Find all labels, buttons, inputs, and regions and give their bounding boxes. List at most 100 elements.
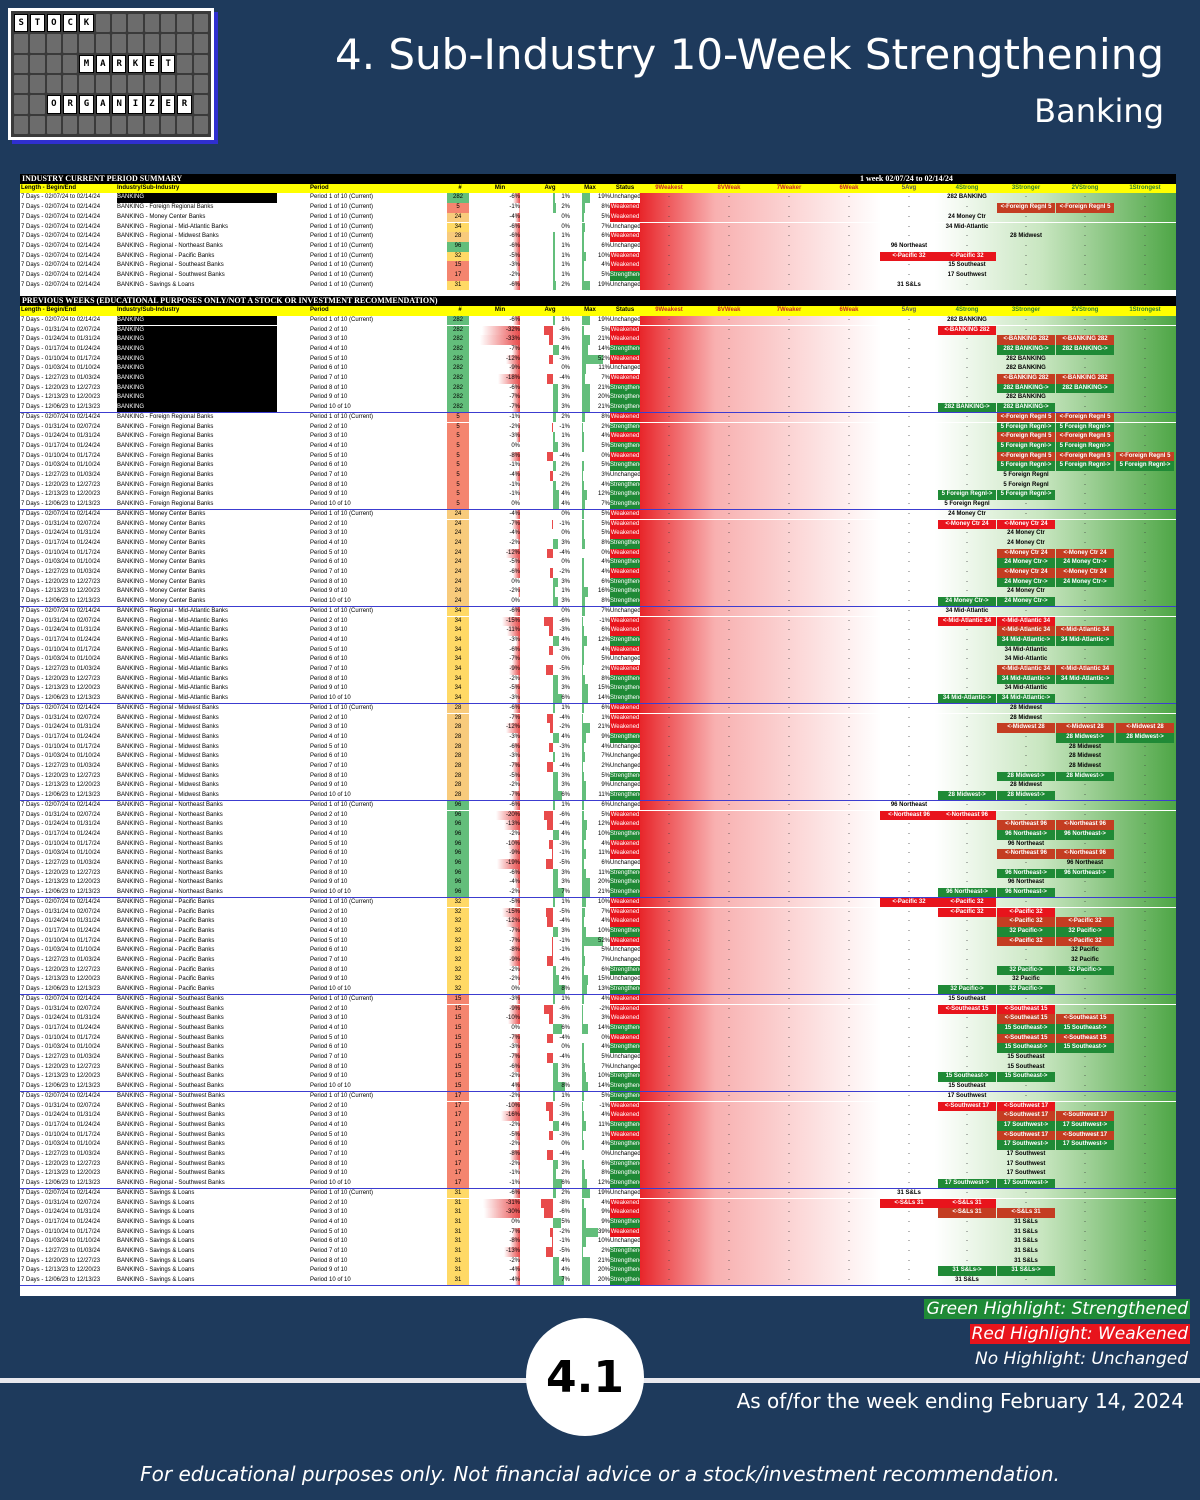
avg-value: 3%: [561, 442, 570, 449]
avg-value: -4%: [559, 375, 570, 381]
col-header: 5Avg: [901, 184, 917, 191]
period: Period 8 of 10: [310, 384, 348, 391]
empty-cell: -: [668, 559, 670, 566]
table-row: 7 Days - 01/24/24 to 01/31/24 BANKING - R…: [20, 626, 1176, 636]
position-gradient: [640, 1179, 1176, 1189]
avg-value: 3%: [561, 404, 570, 411]
max-bar: [582, 1062, 585, 1073]
empty-cell: -: [966, 1228, 968, 1235]
industry-name: BANKING - Money Center Banks: [117, 559, 206, 566]
position-marker: 96 Northeast: [890, 801, 928, 808]
empty-cell: -: [1025, 733, 1027, 740]
min-value: -2%: [509, 782, 520, 789]
position-marker: 15 Southeast: [948, 995, 986, 1002]
date-range: 7 Days - 02/07/24 to 02/14/24: [21, 1092, 101, 1099]
max-value: 10%: [597, 898, 610, 905]
empty-cell: -: [728, 1112, 730, 1119]
industry-name: BANKING - Regional - Mid-Atlantic Banks: [117, 636, 229, 643]
col-header: Min: [494, 307, 506, 314]
industry-name: BANKING - Money Center Banks: [117, 530, 206, 537]
table-row: 7 Days - 12/27/23 to 01/03/24 BANKING - R…: [20, 762, 1176, 772]
max-value: 5%: [601, 462, 610, 469]
position-gradient: [640, 868, 1176, 879]
empty-cell: -: [728, 908, 730, 915]
empty-cell: -: [1144, 588, 1146, 595]
avg-value: 3%: [561, 1073, 570, 1080]
empty-cell: -: [1144, 656, 1146, 663]
max-value: 6%: [601, 860, 610, 866]
position-marker: 5 Foreign Regnl->: [997, 422, 1055, 433]
max-value: 20%: [597, 394, 610, 401]
max-bar: [582, 626, 585, 636]
max-value: 4%: [601, 1112, 610, 1119]
period: Period 3 of 10: [310, 530, 348, 537]
max-value: 7%: [601, 501, 610, 508]
logo-cell: [144, 115, 159, 134]
empty-cell: -: [728, 559, 730, 566]
max-value: 7%: [601, 607, 610, 614]
position-marker: 96 Northeast->: [997, 829, 1055, 840]
empty-cell: -: [1144, 481, 1146, 488]
empty-cell: -: [788, 375, 790, 381]
stock-count: 5: [447, 412, 469, 423]
max-bar: [582, 645, 584, 656]
empty-cell: -: [966, 569, 968, 575]
avg-value: 7%: [561, 1277, 570, 1284]
empty-cell: -: [668, 753, 670, 760]
logo-cell: [62, 115, 78, 134]
position-gradient: [640, 222, 1176, 233]
position-marker: <-Pacific 32: [997, 936, 1055, 947]
status-badge: Strengthened: [610, 587, 640, 598]
col-header: Status: [615, 307, 635, 314]
empty-cell: -: [848, 918, 850, 925]
empty-cell: -: [788, 1121, 790, 1128]
date-range: 7 Days - 02/07/24 to 02/14/24: [21, 252, 101, 259]
status-badge: Strengthened: [610, 1169, 640, 1180]
max-bar: [582, 383, 591, 394]
period: Period 1 of 10 (Current): [310, 233, 374, 240]
empty-cell: -: [908, 1257, 910, 1264]
empty-cell: -: [728, 898, 730, 905]
status-badge: Weakened: [610, 519, 640, 530]
min-value: -8%: [509, 1151, 520, 1157]
position-gradient: [640, 985, 1176, 995]
avg-bar: [544, 325, 553, 336]
empty-cell: -: [668, 1170, 670, 1177]
date-range: 7 Days - 12/13/23 to 12/20/23: [21, 1267, 101, 1274]
min-bar: [510, 1237, 520, 1247]
empty-cell: -: [1084, 889, 1086, 896]
status-badge: Unchanged: [610, 655, 640, 665]
empty-cell: -: [848, 204, 850, 211]
empty-cell: -: [908, 821, 910, 828]
table-row: 7 Days - 02/07/24 to 02/14/24 BANKING - S…: [20, 1188, 1176, 1199]
empty-cell: -: [848, 1131, 850, 1138]
empty-cell: -: [1144, 1005, 1146, 1012]
empty-cell: -: [848, 850, 850, 857]
empty-cell: -: [1144, 1170, 1146, 1177]
empty-cell: -: [728, 685, 730, 692]
min-bar: [509, 665, 520, 675]
logo-letter: O: [46, 14, 61, 33]
date-range: 7 Days - 12/27/23 to 01/03/24: [21, 666, 101, 672]
empty-cell: -: [848, 233, 850, 240]
empty-cell: -: [848, 223, 850, 230]
period: Period 5 of 10: [310, 452, 348, 459]
table-row: 7 Days - 01/31/24 to 02/07/24 BANKING - M…: [20, 519, 1176, 530]
date-range: 7 Days - 01/17/24 to 01/24/24: [21, 1121, 101, 1128]
empty-cell: -: [1144, 646, 1146, 653]
empty-cell: -: [908, 530, 910, 537]
empty-cell: -: [966, 714, 968, 721]
stock-count: 282: [447, 193, 469, 204]
empty-cell: -: [966, 646, 968, 653]
empty-cell: -: [728, 869, 730, 876]
max-value: 9%: [601, 782, 610, 789]
period: Period 7 of 10: [310, 569, 348, 575]
avg-bar: [544, 616, 553, 627]
position-marker: 24 Money Ctr: [1007, 530, 1045, 537]
section-title: PREVIOUS WEEKS (EDUCATIONAL PURPOSES ONL…: [22, 296, 438, 306]
empty-cell: -: [966, 1238, 968, 1245]
empty-cell: -: [848, 986, 850, 993]
min-value: -10%: [505, 1015, 520, 1022]
logo-letter: R: [177, 95, 192, 114]
empty-cell: -: [908, 539, 910, 546]
